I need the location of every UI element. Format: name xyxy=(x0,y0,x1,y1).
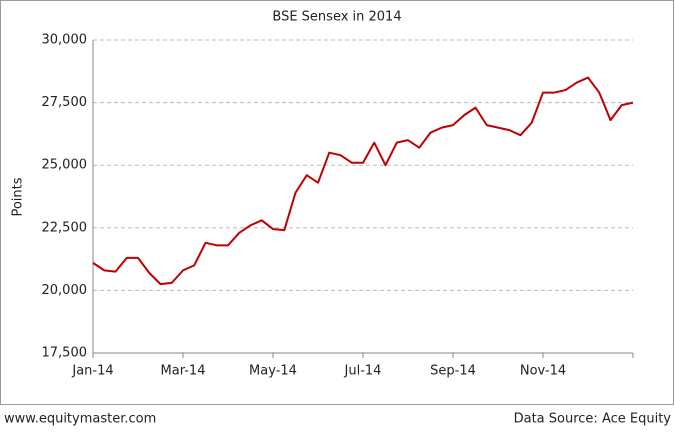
y-tick-label: 27,500 xyxy=(42,95,88,110)
y-tick-label: 17,500 xyxy=(42,346,88,361)
line xyxy=(92,76,634,286)
frame xyxy=(0,0,674,405)
x-tick-label: Mar-14 xyxy=(161,364,206,379)
footer-left: www.equitymaster.com xyxy=(4,412,156,427)
x-tick-label: May-14 xyxy=(249,364,297,379)
y-axis-label: Points xyxy=(11,177,26,216)
x-tick-label: Jan-14 xyxy=(71,364,113,379)
y-tick-label: 25,000 xyxy=(42,158,88,173)
footer-right: Data Source: Ace Equity xyxy=(514,412,672,427)
x-tick-label: Nov-14 xyxy=(520,364,566,379)
x-tick-label: Jul-14 xyxy=(344,364,382,379)
y-tick-label: 22,500 xyxy=(42,220,88,235)
chart-title: BSE Sensex in 2014 xyxy=(272,10,401,25)
x-tick-label: Sep-14 xyxy=(430,364,476,379)
y-tick-label: 20,000 xyxy=(42,283,88,298)
y-tick-label: 30,000 xyxy=(42,33,88,48)
